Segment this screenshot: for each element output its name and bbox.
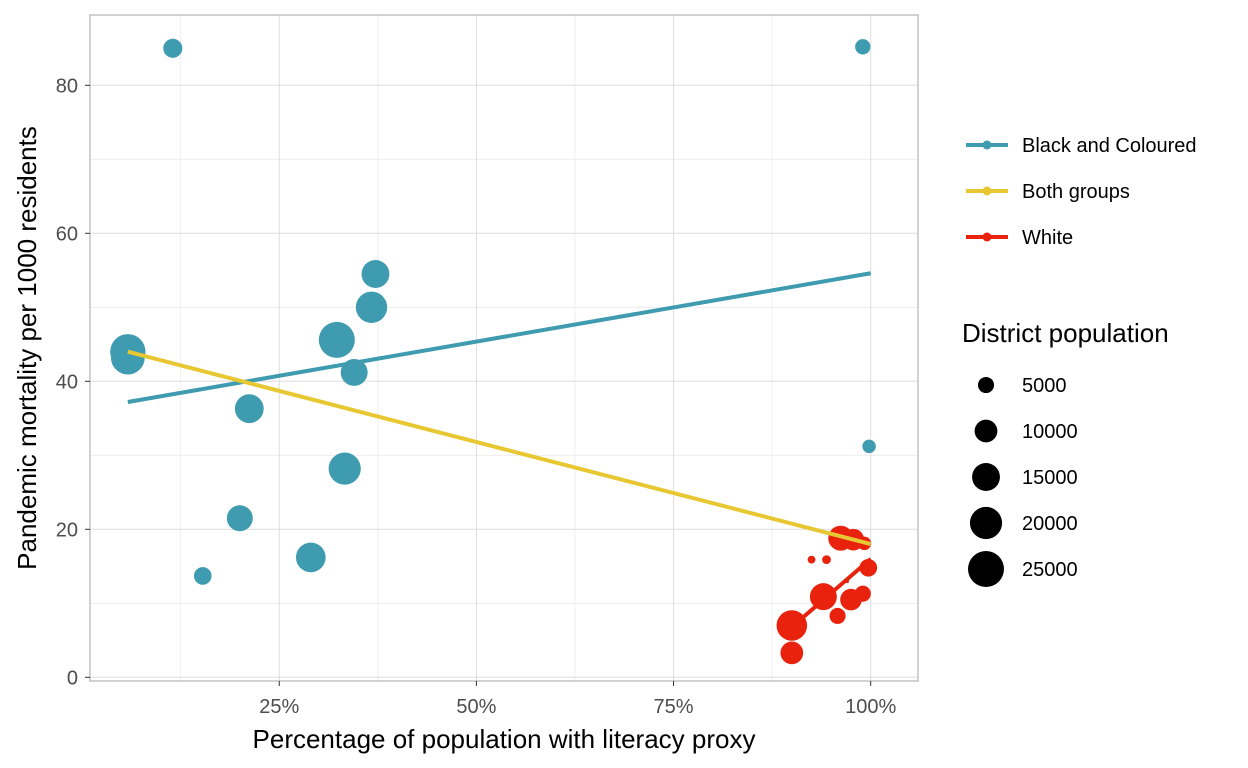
point-black_coloured-3 bbox=[193, 567, 212, 585]
legend-key-dot-2 bbox=[982, 232, 992, 242]
legend-label-2: White bbox=[1022, 227, 1073, 249]
point-white-5 bbox=[829, 607, 846, 624]
y-tick-label-1: 20 bbox=[56, 519, 78, 541]
y-axis-title: Pandemic mortality per 1000 residents bbox=[12, 126, 42, 570]
legend-label-1: Both groups bbox=[1022, 181, 1130, 203]
y-tick-label-0: 0 bbox=[67, 667, 78, 689]
x-tick-label-2: 75% bbox=[654, 696, 694, 718]
legend-size: 5000 10000 15000 20000 25000 bbox=[968, 375, 1078, 587]
x-axis-ticks: 25% 50% 75% 100% bbox=[259, 681, 896, 718]
size-legend-dot-3 bbox=[969, 506, 1003, 540]
point-white-0 bbox=[780, 641, 804, 665]
point-black_coloured-5 bbox=[234, 394, 264, 424]
y-tick-label-4: 80 bbox=[56, 75, 78, 97]
panel-border bbox=[89, 14, 919, 682]
legend-key-dot-0 bbox=[982, 140, 992, 150]
grid-major bbox=[90, 15, 918, 681]
point-black_coloured-8 bbox=[328, 452, 361, 485]
point-black_coloured-2 bbox=[163, 38, 183, 58]
size-legend-dot-2 bbox=[972, 463, 1000, 491]
point-white-2 bbox=[807, 555, 816, 564]
y-axis-ticks: 0 20 40 60 80 bbox=[56, 75, 90, 689]
size-legend-label-1: 10000 bbox=[1022, 421, 1078, 443]
trend-line-white bbox=[790, 557, 872, 629]
legend-colour: Black and Coloured Both groups White bbox=[966, 135, 1197, 249]
size-legend-label-0: 5000 bbox=[1022, 375, 1067, 397]
trend-lines bbox=[127, 271, 872, 629]
point-black_coloured-7 bbox=[318, 321, 355, 358]
x-axis-title: Percentage of population with literacy p… bbox=[253, 724, 756, 754]
point-white-4 bbox=[822, 555, 831, 565]
size-legend-dot-0 bbox=[977, 376, 995, 394]
x-tick-label-3: 100% bbox=[845, 696, 896, 718]
size-legend-title: District population bbox=[962, 318, 1169, 348]
point-black_coloured-10 bbox=[355, 291, 388, 323]
point-black_coloured-4 bbox=[226, 505, 253, 532]
point-white-10 bbox=[854, 585, 871, 602]
panel-background bbox=[90, 15, 918, 681]
point-black_coloured-13 bbox=[862, 439, 876, 454]
x-tick-label-0: 25% bbox=[259, 696, 299, 718]
size-legend-label-2: 15000 bbox=[1022, 467, 1078, 489]
legend-key-dot-1 bbox=[982, 186, 992, 196]
size-legend-dot-4 bbox=[968, 551, 1004, 587]
x-tick-label-1: 50% bbox=[456, 696, 496, 718]
size-legend-dot-1 bbox=[974, 419, 998, 443]
size-legend-label-4: 25000 bbox=[1022, 559, 1078, 581]
trend-line-black_coloured bbox=[127, 271, 872, 404]
y-tick-label-2: 40 bbox=[56, 371, 78, 393]
y-tick-label-3: 60 bbox=[56, 223, 78, 245]
grid-minor bbox=[90, 15, 918, 681]
size-legend-label-3: 20000 bbox=[1022, 513, 1078, 535]
point-black_coloured-6 bbox=[295, 542, 326, 573]
trend-line-both bbox=[127, 349, 872, 547]
point-black_coloured-11 bbox=[361, 260, 390, 288]
point-black_coloured-12 bbox=[855, 39, 871, 55]
legend-label-0: Black and Coloured bbox=[1022, 135, 1197, 157]
